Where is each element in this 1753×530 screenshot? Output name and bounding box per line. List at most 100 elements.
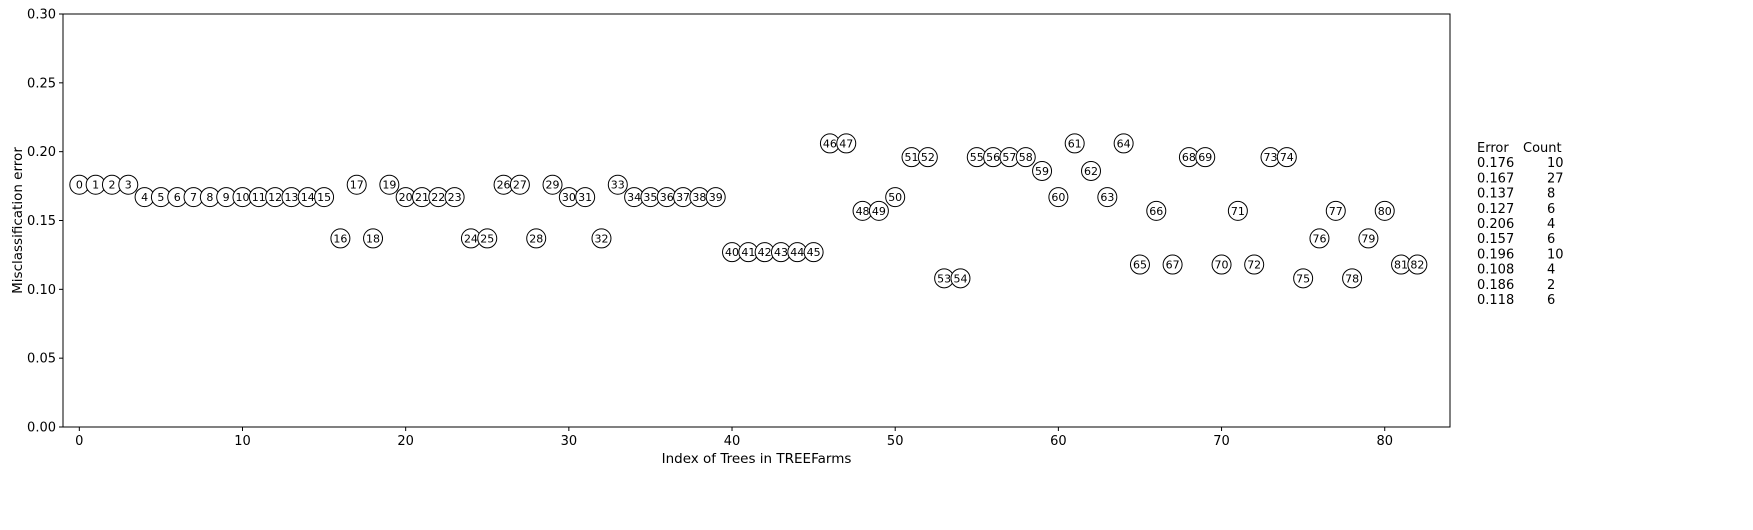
point-label: 73 <box>1264 151 1278 164</box>
point-label: 21 <box>415 191 429 204</box>
table-header: Error <box>1477 141 1509 156</box>
point-label: 78 <box>1345 272 1359 285</box>
x-tick-label: 0 <box>75 434 83 449</box>
point-marker <box>1146 200 1167 221</box>
point-label: 0 <box>76 179 83 192</box>
point-marker <box>379 174 400 195</box>
point-label: 20 <box>399 191 413 204</box>
point-label: 82 <box>1410 259 1424 272</box>
point-label: 50 <box>888 191 902 204</box>
point-marker <box>575 187 596 208</box>
point-marker <box>1195 147 1216 168</box>
point-label: 12 <box>268 191 282 204</box>
point-label: 68 <box>1182 151 1196 164</box>
point-label: 4 <box>141 191 148 204</box>
data-point: 26 <box>493 174 514 195</box>
point-label: 51 <box>905 151 919 164</box>
y-tick-label: 0.25 <box>27 76 56 91</box>
data-point: 22 <box>428 187 449 208</box>
data-point: 62 <box>1081 160 1102 181</box>
table-error-cell: 0.186 <box>1477 278 1514 293</box>
point-label: 24 <box>464 232 478 245</box>
data-point: 52 <box>917 147 938 168</box>
point-marker <box>1407 254 1428 275</box>
data-point: 21 <box>411 187 432 208</box>
point-label: 3 <box>125 179 132 192</box>
x-tick-label: 30 <box>561 434 578 449</box>
point-label: 1 <box>92 179 99 192</box>
point-marker <box>1374 200 1395 221</box>
point-marker <box>885 187 906 208</box>
table-error-cell: 0.196 <box>1477 247 1514 262</box>
point-label: 46 <box>823 137 837 150</box>
point-label: 74 <box>1280 151 1294 164</box>
point-marker <box>330 228 351 249</box>
point-marker <box>1032 160 1053 181</box>
data-point: 25 <box>477 228 498 249</box>
point-label: 43 <box>774 246 788 259</box>
table-count-cell: 4 <box>1547 263 1555 278</box>
point-marker <box>314 187 335 208</box>
data-point: 34 <box>624 187 645 208</box>
point-label: 45 <box>807 246 821 259</box>
plot-area <box>62 13 1451 428</box>
y-tick-label: 0.10 <box>27 283 56 298</box>
point-marker <box>1227 200 1248 221</box>
data-point: 38 <box>689 187 710 208</box>
point-label: 14 <box>301 191 315 204</box>
data-point: 61 <box>1064 133 1085 154</box>
point-marker <box>444 187 465 208</box>
point-label: 79 <box>1361 232 1375 245</box>
point-label: 2 <box>108 179 115 192</box>
point-label: 49 <box>872 205 886 218</box>
x-tick-label: 80 <box>1376 434 1393 449</box>
point-label: 15 <box>317 191 331 204</box>
data-point: 31 <box>575 187 596 208</box>
point-label: 64 <box>1117 137 1131 150</box>
table-count-cell: 4 <box>1547 217 1555 232</box>
data-point: 77 <box>1325 200 1346 221</box>
point-label: 13 <box>284 191 298 204</box>
data-point: 42 <box>754 242 775 263</box>
point-label: 19 <box>382 179 396 192</box>
point-marker <box>526 228 547 249</box>
data-point: 3 <box>118 174 139 195</box>
point-marker <box>346 174 367 195</box>
point-label: 26 <box>497 179 511 192</box>
point-label: 34 <box>627 191 641 204</box>
point-marker <box>1244 254 1265 275</box>
point-label: 55 <box>970 151 984 164</box>
table-header: Count <box>1523 141 1562 156</box>
y-axis: 0.00 0.05 0.10 0.15 0.20 0.25 0.30 <box>27 8 63 436</box>
point-label: 81 <box>1394 259 1408 272</box>
data-point: 60 <box>1048 187 1069 208</box>
point-label: 47 <box>839 137 853 150</box>
data-point: 17 <box>346 174 367 195</box>
point-label: 28 <box>529 232 543 245</box>
data-point: 29 <box>542 174 563 195</box>
point-marker <box>705 187 726 208</box>
data-point: 30 <box>558 187 579 208</box>
point-label: 22 <box>431 191 445 204</box>
point-label: 11 <box>252 191 266 204</box>
point-label: 48 <box>856 205 870 218</box>
data-point: 49 <box>868 200 889 221</box>
data-point: 13 <box>281 187 302 208</box>
x-tick-label: 40 <box>724 434 741 449</box>
point-label: 69 <box>1198 151 1212 164</box>
point-label: 33 <box>611 179 625 192</box>
point-label: 67 <box>1166 259 1180 272</box>
point-marker <box>363 228 384 249</box>
point-marker <box>917 147 938 168</box>
data-point: 33 <box>607 174 628 195</box>
x-tick-label: 10 <box>234 434 251 449</box>
point-label: 27 <box>513 179 527 192</box>
y-tick-label: 0.15 <box>27 214 56 229</box>
table-count-cell: 2 <box>1547 278 1555 293</box>
point-label: 31 <box>578 191 592 204</box>
point-marker <box>1097 187 1118 208</box>
point-label: 17 <box>350 179 364 192</box>
point-label: 44 <box>790 246 804 259</box>
point-label: 6 <box>174 191 181 204</box>
data-point: 72 <box>1244 254 1265 275</box>
